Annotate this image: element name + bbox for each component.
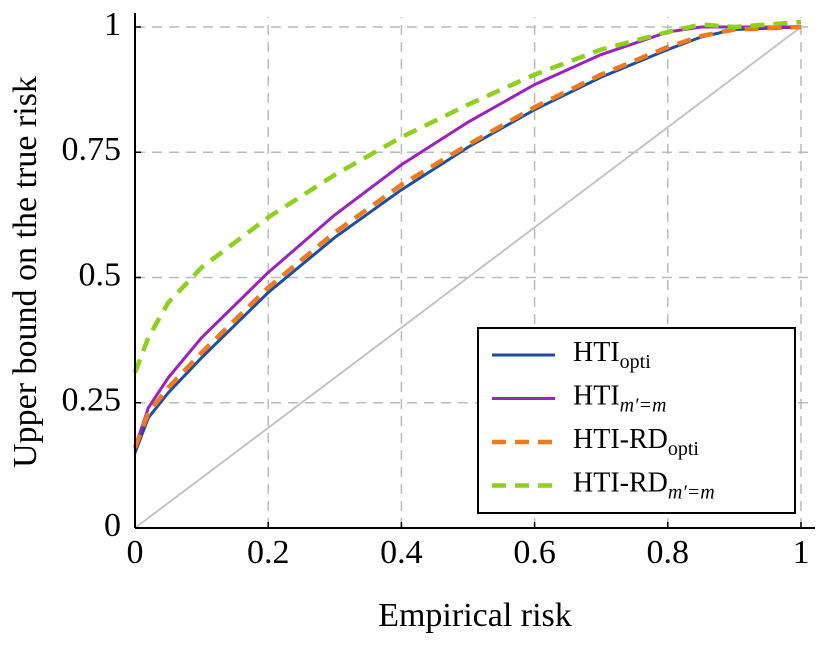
y-tick-label: 0.5: [79, 256, 122, 293]
y-tick-label: 0: [104, 507, 121, 544]
legend-name: HTI: [573, 381, 620, 412]
legend-subscript: opti: [668, 438, 700, 460]
reference-diagonal: [134, 26, 802, 529]
y-tick-label: 1: [104, 6, 121, 43]
x-tick-label: 0.6: [513, 534, 556, 571]
series-line: [132, 24, 802, 449]
series-line: [133, 25, 802, 454]
x-tick-label: 1: [793, 534, 810, 571]
x-tick-label: 0.2: [247, 534, 290, 571]
y-axis-label: Upper bound on the true risk: [7, 76, 44, 468]
legend-subscript: m′=m: [620, 394, 667, 416]
y-tick-label: 0.25: [62, 382, 122, 419]
x-tick-label: 0.4: [380, 534, 423, 571]
legend-subscript: opti: [620, 351, 652, 373]
legend-subscript: m′=m: [668, 481, 715, 503]
x-axis-label: Empirical risk: [378, 597, 572, 634]
legend-label: HTI-RDm′=m: [573, 468, 715, 503]
legend-name: HTI-RD: [573, 468, 668, 499]
series-line: [132, 19, 802, 374]
x-tick-label: 0.8: [647, 534, 690, 571]
legend-label: HTIm′=m: [573, 381, 666, 416]
y-tick-label: 0.75: [62, 131, 122, 168]
legend-name: HTI-RD: [573, 424, 668, 455]
legend-label: HTI-RDopti: [573, 424, 699, 459]
legend-label: HTIopti: [573, 337, 651, 372]
x-tick-label: 0: [127, 534, 144, 571]
legend-name: HTI: [573, 337, 620, 368]
legend-box: [477, 327, 796, 514]
